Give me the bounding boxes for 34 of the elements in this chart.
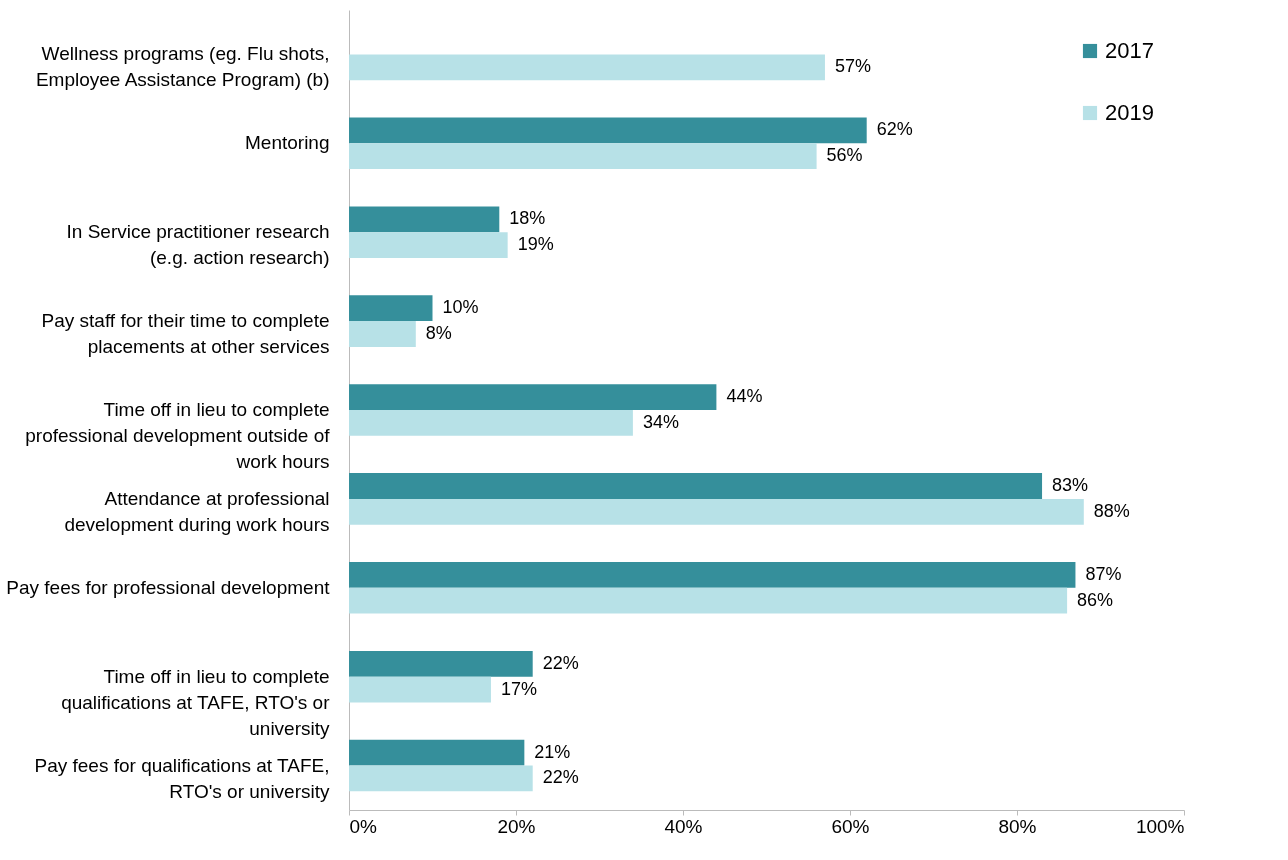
y-tick-label: Time off in lieu to complete professional development outside of work hours [25,399,331,472]
y-tick-label: Pay fees for professional development [6,576,331,598]
data-label: 22% [542,767,579,788]
legend-label: 2017 [1105,38,1154,63]
data-label: 18% [509,208,546,229]
y-tick-label: Time off in lieu to complete qualifications at TAFE, RTO's or university [61,665,331,739]
x-tick-label: 0% [349,815,378,837]
y-tick-label: Wellness programs (eg. Flu shots, Employee Assistance Program) (b) [35,43,330,91]
y-tick-label: Pay staff for their time to complete placements at other services [41,310,330,358]
data-label: 10% [442,297,479,318]
data-label: 21% [534,741,571,762]
x-tick-label: 80% [998,815,1037,837]
data-label: 86% [1077,589,1114,610]
y-tick-label: Attendance at professional development during work hours [64,487,330,535]
data-label: 57% [834,56,871,77]
data-label: 87% [1085,563,1122,584]
x-tick-label: 60% [831,815,870,837]
data-label: 17% [500,678,537,699]
y-tick-label: In Service practitioner research (e.g. action research) [66,221,330,269]
data-label: 62% [876,119,913,140]
data-label: 8% [425,323,452,343]
x-tick-label: 20% [497,815,536,837]
data-label: 56% [826,145,863,166]
data-label: 44% [726,386,763,407]
x-tick-label: 100% [1135,815,1185,837]
data-label: 34% [642,411,679,432]
data-label: 88% [1093,500,1130,521]
data-label: 83% [1052,475,1089,495]
x-tick-label: 40% [664,815,703,837]
y-tick-label: Mentoring [245,132,330,154]
data-label: 19% [517,234,554,255]
data-label: 22% [542,652,579,673]
y-tick-label: Pay fees for qualifications at TAFE, RTO's or university [34,754,330,802]
legend-label: 2019 [1105,100,1154,125]
